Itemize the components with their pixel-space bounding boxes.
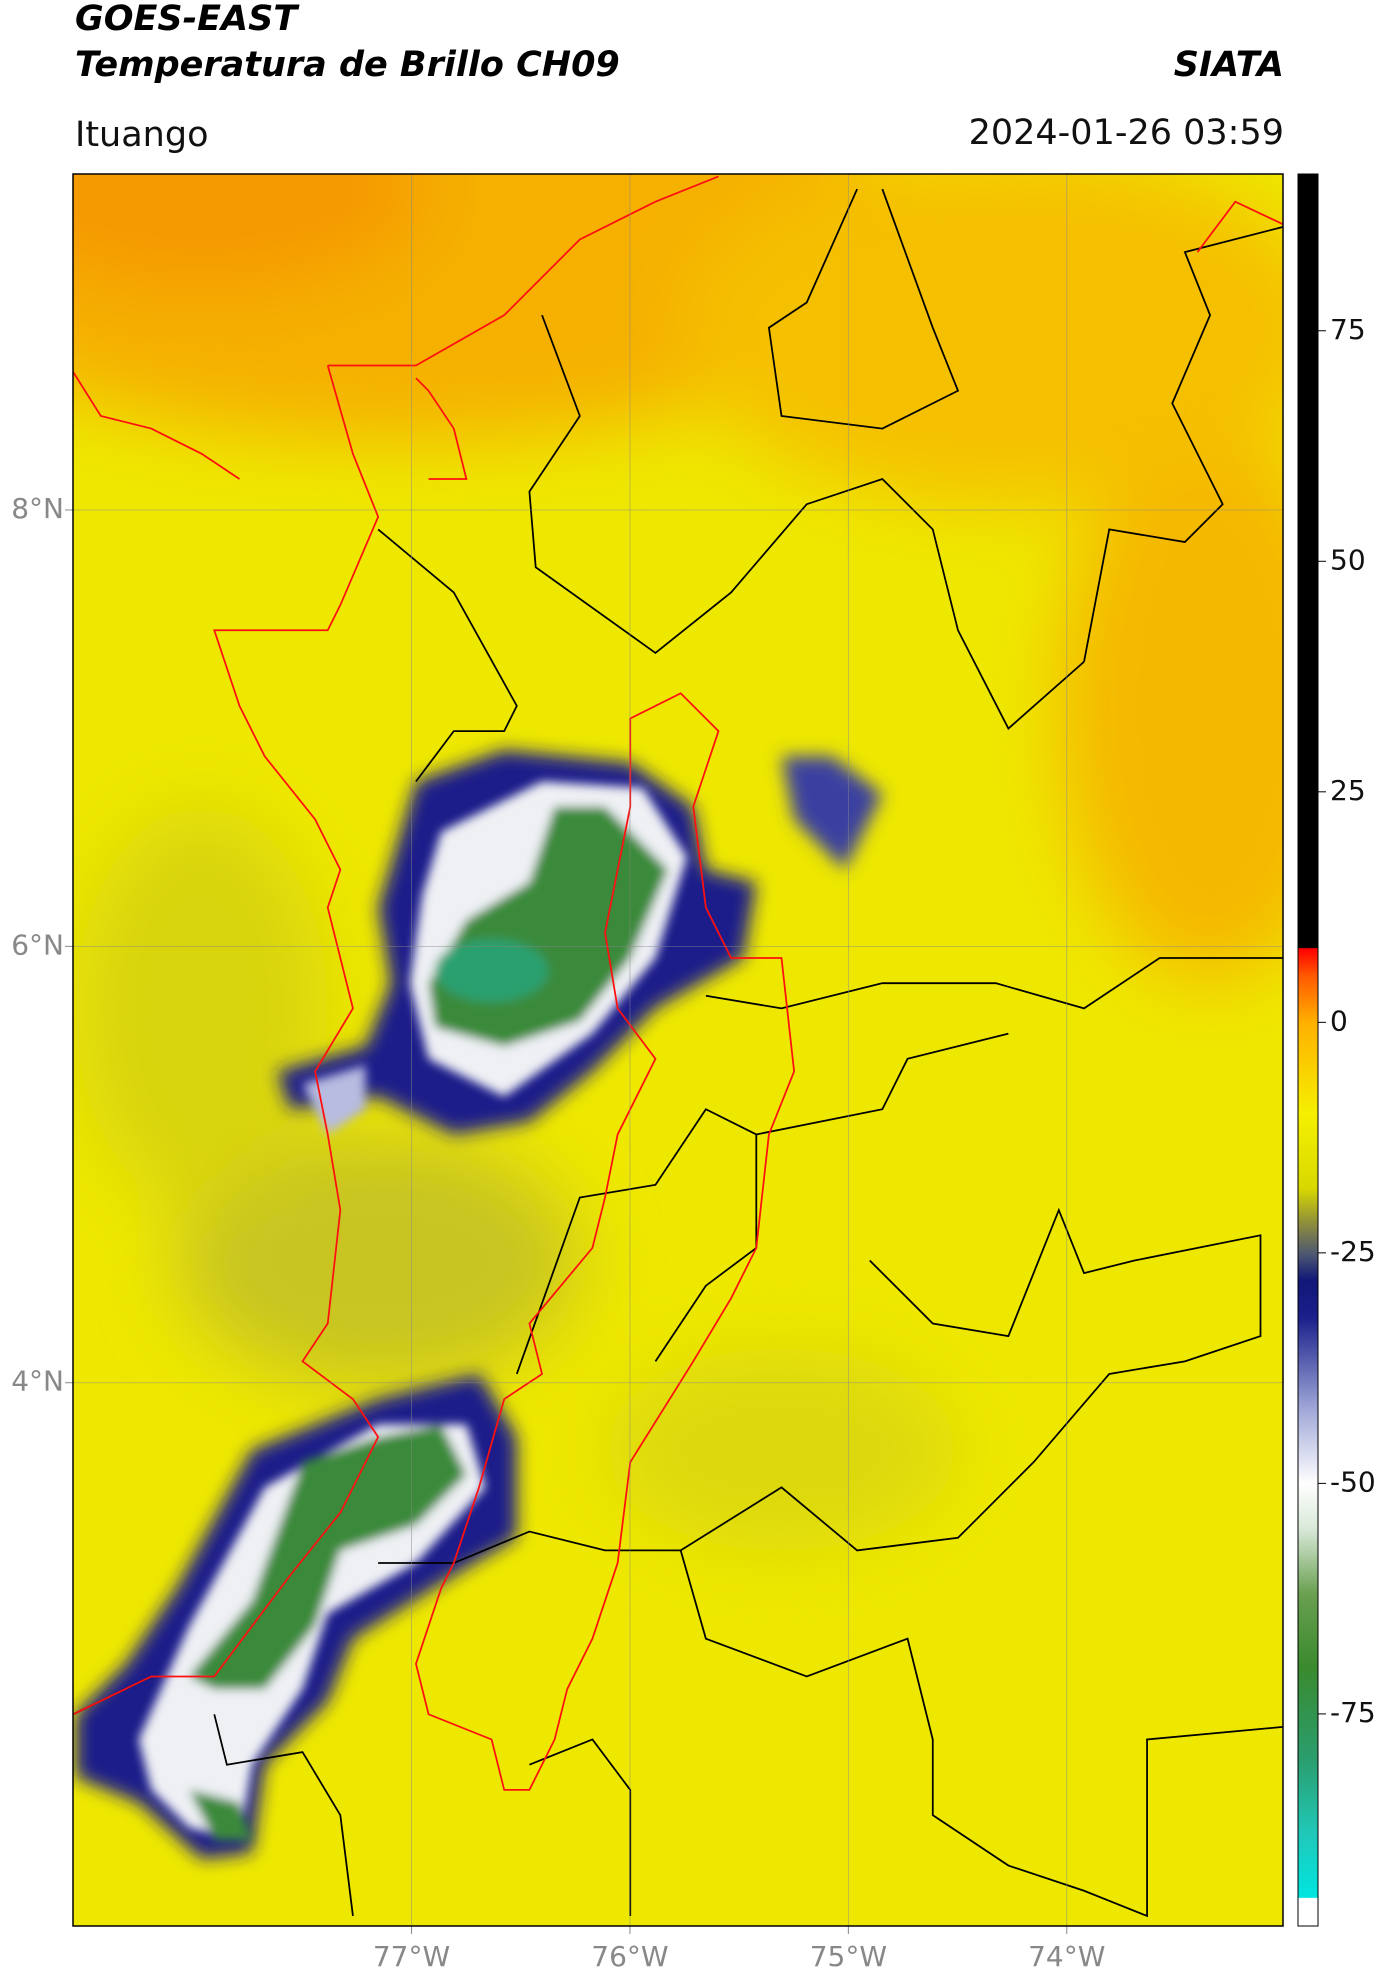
x-tick-label: 75°W — [810, 1940, 887, 1973]
colorbar-tick-label: -50 — [1330, 1465, 1376, 1498]
colorbar — [1297, 173, 1319, 1927]
subtitle: Temperatura de Brillo CH09 — [75, 45, 620, 85]
x-tick-label: 77°W — [373, 1940, 450, 1973]
location: Ituango — [75, 115, 209, 155]
colorbar-tick-label: 0 — [1330, 1004, 1348, 1037]
source: SIATA — [1174, 45, 1284, 85]
colorbar-tick-label: -25 — [1330, 1235, 1376, 1268]
x-tick-label: 74°W — [1028, 1940, 1105, 1973]
y-tick-label: 4°N — [11, 1365, 64, 1398]
grid — [65, 174, 1283, 1934]
datetime: 2024-01-26 03:59 — [969, 113, 1284, 153]
y-tick-label: 6°N — [11, 928, 64, 961]
map-frame — [72, 173, 1284, 1927]
y-tick-label: 8°N — [11, 492, 64, 525]
colorbar-tick-label: 75 — [1330, 313, 1366, 346]
title: GOES-EAST — [75, 0, 300, 39]
map-image — [73, 174, 1283, 1926]
colorbar-tick-label: 50 — [1330, 543, 1366, 576]
colorbar-tick-label: 25 — [1330, 774, 1366, 807]
colorbar-tick-label: -75 — [1330, 1696, 1376, 1729]
x-tick-label: 76°W — [591, 1940, 668, 1973]
